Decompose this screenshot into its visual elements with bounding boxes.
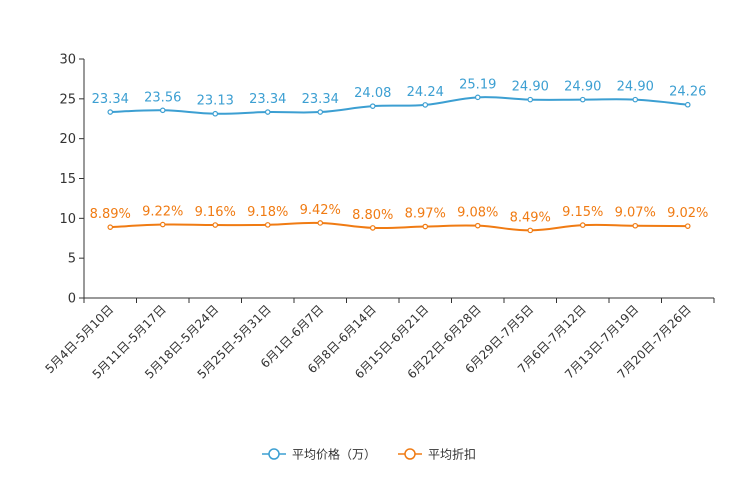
- y-tick-label: 25: [59, 92, 76, 107]
- series-1-point[interactable]: [264, 222, 271, 228]
- series-0-data-label: 23.13: [197, 94, 234, 109]
- series-0-data-label: 23.34: [92, 92, 129, 107]
- y-tick-label: 5: [68, 252, 76, 267]
- series-1-point[interactable]: [527, 227, 534, 234]
- series-1-data-label: 9.02%: [667, 206, 708, 221]
- y-tick-label: 0: [68, 292, 76, 307]
- series-0-point[interactable]: [107, 109, 114, 115]
- legend-price-label: 平均价格（万）: [292, 447, 376, 462]
- y-tick-label: 10: [59, 212, 76, 227]
- series-0-point[interactable]: [369, 103, 376, 109]
- series-1-data-label: 8.80%: [352, 208, 393, 223]
- series-0-data-label: 24.08: [354, 86, 391, 101]
- series-1-data-label: 8.49%: [510, 210, 551, 225]
- series-0-point[interactable]: [422, 102, 429, 108]
- series-0-point[interactable]: [527, 96, 534, 103]
- y-tick-label: 30: [59, 53, 76, 68]
- series-0-data-label: 25.19: [459, 77, 496, 92]
- series-0-data-label: 24.26: [669, 85, 706, 100]
- series-1-point[interactable]: [632, 222, 639, 229]
- series-1-point[interactable]: [317, 220, 324, 226]
- y-tick-label: 20: [59, 132, 76, 147]
- legend-item-price[interactable]: 平均价格（万）: [262, 447, 376, 462]
- series-0-point[interactable]: [684, 101, 691, 108]
- series-0-data-label: 23.56: [144, 90, 181, 105]
- series-0-point[interactable]: [317, 109, 324, 115]
- series-0-data-label: 24.90: [564, 80, 601, 95]
- legend-price-marker-icon: [268, 448, 280, 460]
- series-1-data-label: 9.18%: [247, 205, 288, 220]
- series-0-point[interactable]: [474, 94, 481, 101]
- series-1-point[interactable]: [107, 224, 114, 230]
- series-0-data-label: 24.90: [512, 80, 549, 95]
- series-0-point[interactable]: [579, 96, 586, 103]
- series-0-data-label: 24.90: [617, 80, 654, 95]
- series-line-0: [110, 96, 688, 115]
- series-0-point[interactable]: [632, 96, 639, 103]
- series-1-data-label: 9.08%: [457, 206, 498, 221]
- series-1-point[interactable]: [474, 222, 481, 229]
- y-tick-label: 15: [59, 172, 76, 187]
- series-1-point[interactable]: [369, 225, 376, 231]
- legend-discount-marker-icon: [404, 448, 416, 460]
- series-1-data-label: 8.97%: [405, 207, 446, 222]
- series-1-data-label: 9.15%: [562, 205, 603, 220]
- legend-discount-label: 平均折扣: [428, 447, 476, 462]
- series-1-data-label: 9.16%: [195, 205, 236, 220]
- legend: 平均价格（万） 平均折扣: [262, 447, 476, 462]
- series-1-data-label: 9.42%: [300, 203, 341, 218]
- series-1-data-label: 8.89%: [90, 207, 131, 222]
- series-0-point[interactable]: [264, 109, 271, 115]
- series-0-point[interactable]: [159, 107, 166, 114]
- series-1-point[interactable]: [159, 221, 166, 228]
- series-1-point[interactable]: [684, 223, 691, 229]
- series-0-point[interactable]: [212, 110, 219, 117]
- series-layer: 23.34 23.56 23.13 23.34 23.34 24.08 24.24 25.19…: [90, 77, 708, 234]
- series-line-1: [110, 221, 688, 232]
- series-1-point[interactable]: [579, 222, 586, 228]
- series-1-data-label: 9.07%: [615, 206, 656, 221]
- series-0-data-label: 24.24: [407, 85, 444, 100]
- series-1-point[interactable]: [422, 223, 429, 230]
- series-0-data-label: 23.34: [249, 92, 286, 107]
- series-1-data-label: 9.22%: [142, 205, 183, 220]
- series-1-point[interactable]: [212, 222, 219, 228]
- series-0-data-label: 23.34: [302, 92, 339, 107]
- legend-item-discount[interactable]: 平均折扣: [398, 447, 476, 462]
